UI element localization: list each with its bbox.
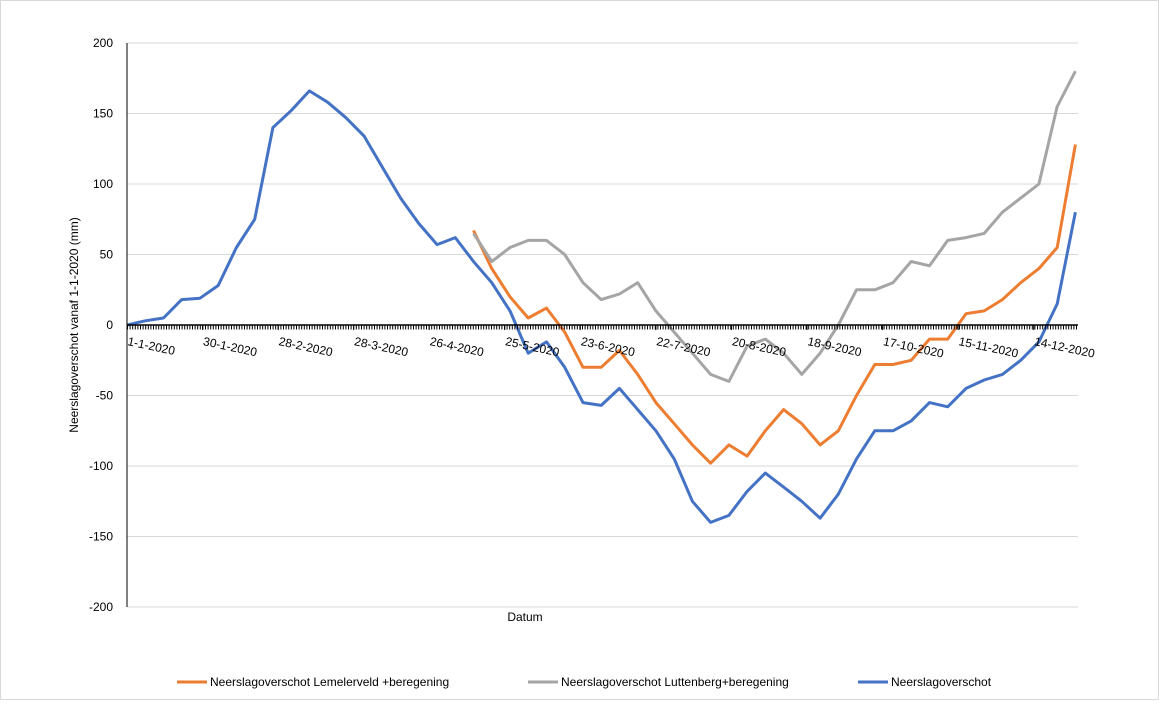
series-line — [472, 144, 1077, 465]
grid — [127, 42, 1078, 608]
legend-label: Neerslagoverschot Luttenberg+beregening — [561, 675, 789, 689]
legend-label: Neerslagoverschot Lemelerveld +beregenin… — [210, 675, 449, 689]
y-tick-label: 0 — [106, 318, 113, 332]
y-tick-label: -50 — [96, 389, 114, 403]
plot — [126, 70, 1077, 524]
y-tick-label: -200 — [89, 600, 113, 614]
legend-label: Neerslagoverschot — [891, 675, 992, 689]
y-tick-label: -100 — [89, 459, 113, 473]
y-tick-label: 100 — [93, 177, 113, 191]
series-line — [472, 70, 1077, 383]
x-axis-title: Datum — [507, 610, 542, 624]
y-tick-label: 50 — [100, 248, 114, 262]
series-line — [126, 89, 1077, 524]
y-tick-label: 200 — [93, 36, 113, 50]
legend: Neerslagoverschot Lemelerveld +beregenin… — [177, 675, 992, 689]
y-tick-label: -150 — [89, 530, 113, 544]
y-axis-title: Neerslagoverschot vanaf 1-1-2020 (mm) — [67, 217, 81, 432]
y-tick-label: 150 — [93, 107, 113, 121]
